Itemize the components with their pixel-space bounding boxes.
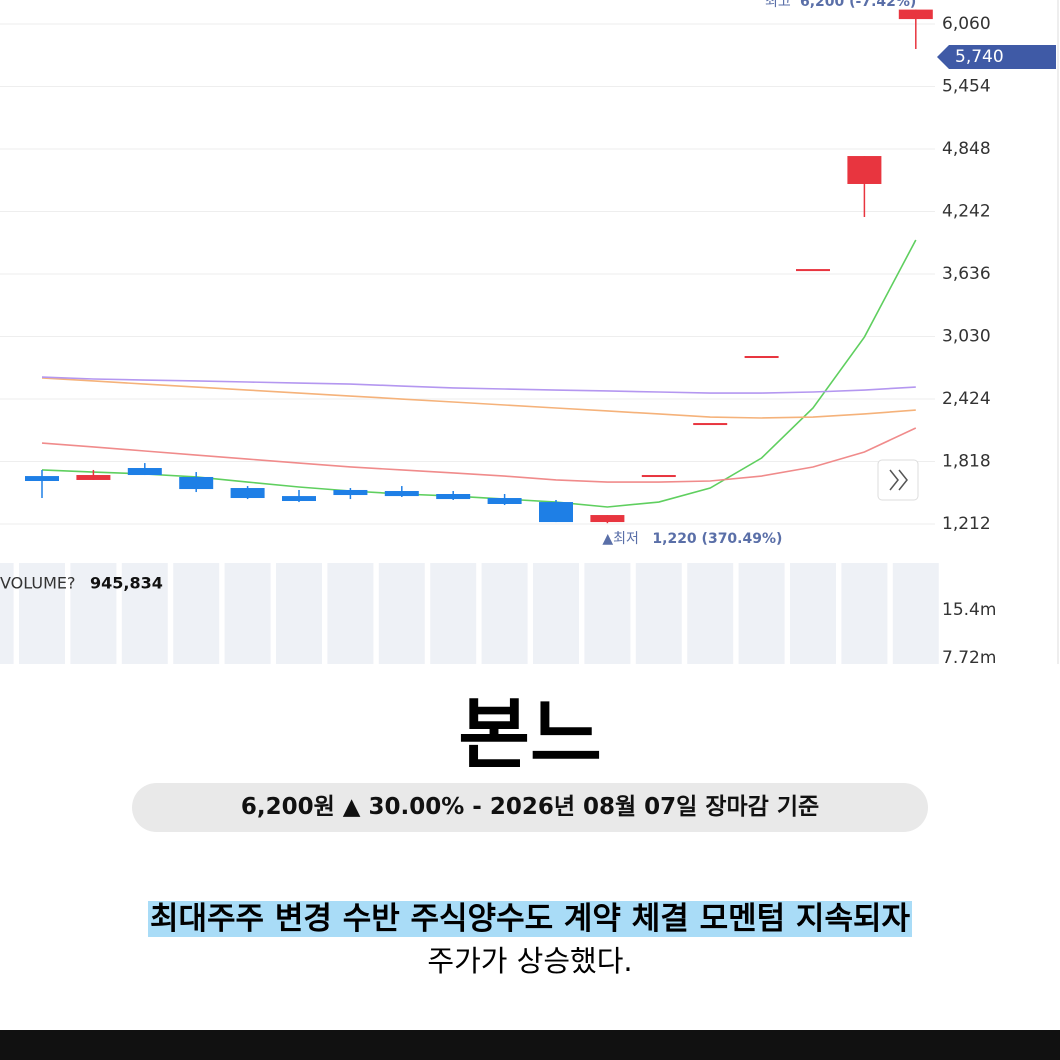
candle-body [127, 468, 162, 476]
volume-value: 945,834 [90, 574, 163, 593]
current-price-label: 5,740 [955, 47, 1004, 67]
volume-slot [378, 563, 425, 664]
volume-slot [121, 563, 168, 664]
moving-average [41, 427, 917, 483]
candle-body [590, 515, 625, 523]
moving-average [41, 376, 916, 394]
price-info: 6,200원 ▲ 30.00% - 2026년 08월 07일 장마감 기준 [132, 783, 928, 832]
candle-body [76, 475, 111, 480]
high-annotation: 6,200 (-7.42%) [800, 0, 916, 10]
volume-slot [327, 563, 374, 664]
candle-body [230, 488, 265, 499]
moving-average [41, 377, 916, 419]
y-tick-label: 6,060 [942, 14, 991, 34]
volume-label: VOLUME? [0, 574, 76, 593]
candle-body [693, 423, 728, 426]
y-tick-label: 3,030 [942, 327, 991, 347]
y-tick-label: 3,636 [942, 264, 991, 284]
candle-body [641, 475, 676, 478]
subline: 주가가 상승했다. [427, 944, 633, 978]
volume-slot [481, 563, 528, 664]
y-tick-label: 5,454 [942, 77, 991, 97]
volume-slot [533, 563, 579, 664]
volume-slot [0, 563, 14, 664]
stock-name: 본느 [458, 690, 602, 780]
current-price-tag [937, 45, 1056, 70]
footer-bar [0, 1030, 1060, 1060]
volume-slot [19, 563, 65, 664]
volume-slot [430, 563, 477, 664]
y2-tick-label: 15.4m [942, 600, 996, 620]
candle-body [744, 356, 779, 359]
y-tick-label: 4,848 [942, 139, 991, 159]
candle-body [282, 496, 316, 502]
plot: 15.4m 7.72m 1,212 1,818 2,424 3,030 3,636 4,242… [0, 0, 1056, 664]
volume-slot [584, 563, 631, 664]
y-tick-label: 2,424 [942, 389, 991, 409]
volume-slot [738, 563, 785, 664]
high-annotation-name: 최고 [765, 0, 791, 10]
candle-body [539, 502, 573, 523]
volume-slot [687, 563, 734, 664]
headline-row: 최대주주 변경 수반 주식양수도 계약 체결 모멘텀 지속되자 [0, 893, 1060, 938]
volume-slot [790, 563, 836, 664]
candle-body [796, 269, 830, 272]
volume-slot [173, 563, 220, 664]
y-tick-label: 1,212 [942, 514, 991, 534]
y-tick-label: 4,242 [942, 202, 991, 222]
y2-tick-label: 7.72m [942, 648, 996, 664]
candle-body [333, 489, 368, 496]
candle-body [384, 491, 419, 497]
low-annotation: 1,220 (370.49%) [652, 531, 782, 547]
candle-body [898, 9, 933, 20]
candle-body [847, 156, 882, 184]
volume-slot [635, 563, 682, 664]
volume-slot [892, 563, 939, 664]
scroll-icon [889, 469, 908, 491]
candle-body [25, 476, 59, 482]
volume-slot [70, 563, 117, 664]
moving-average [41, 239, 917, 508]
candle-body [179, 476, 214, 490]
y-tick-label: 1,818 [942, 452, 991, 472]
candle-body [487, 498, 522, 505]
volume-slot [276, 563, 322, 664]
low-annotation-name: ▲최저 [602, 531, 639, 547]
volume-slot [841, 563, 888, 664]
headline: 최대주주 변경 수반 주식양수도 계약 체결 모멘텀 지속되자 [147, 901, 913, 937]
volume-slot [224, 563, 271, 664]
candle-body [436, 493, 471, 500]
chart: 15.4m 7.72m 1,212 1,818 2,424 3,030 3,636 4,242… [0, 0, 1059, 664]
